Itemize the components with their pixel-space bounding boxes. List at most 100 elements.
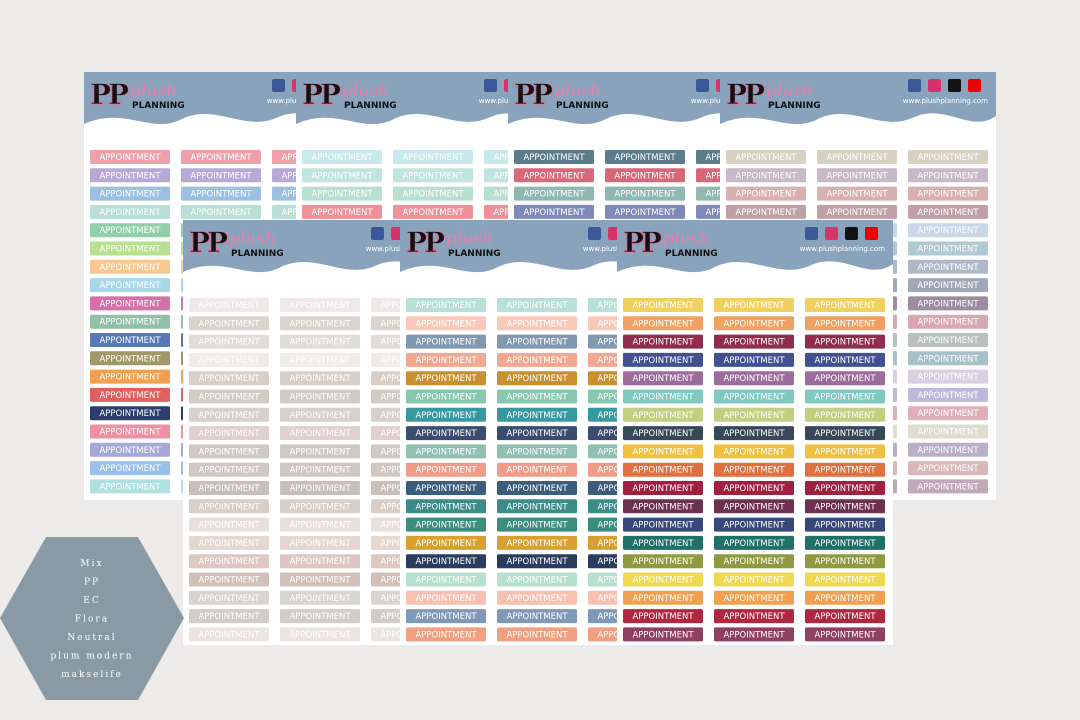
sticker-label: APPOINTMENT bbox=[723, 411, 785, 421]
logo-name: plush bbox=[229, 229, 276, 249]
sticker bbox=[714, 590, 794, 605]
sticker bbox=[714, 334, 794, 349]
sticker-label: APPOINTMENT bbox=[198, 447, 260, 457]
sticker-label: APPOINTMENT bbox=[632, 356, 694, 366]
logo-sub: PLANNING bbox=[665, 249, 718, 259]
sticker bbox=[805, 481, 885, 495]
sticker-label: APPOINTMENT bbox=[311, 190, 373, 200]
sticker-label: APPOINTMENT bbox=[506, 319, 568, 329]
sticker bbox=[302, 168, 382, 183]
sticker bbox=[90, 296, 170, 311]
sticker bbox=[714, 407, 794, 422]
sticker bbox=[805, 389, 885, 404]
sticker bbox=[805, 334, 885, 349]
sticker-label: APPOINTMENT bbox=[506, 630, 568, 640]
sticker-label: APPOINTMENT bbox=[506, 429, 568, 439]
social-icon bbox=[588, 227, 601, 240]
sticker-label: APPOINTMENT bbox=[632, 502, 694, 512]
sticker bbox=[623, 609, 703, 624]
logo-sub: PLANNING bbox=[344, 101, 397, 111]
sticker bbox=[90, 479, 170, 494]
sticker bbox=[908, 461, 988, 476]
sticker bbox=[817, 204, 897, 219]
sticker-label: APPOINTMENT bbox=[198, 502, 260, 512]
sticker-label: APPOINTMENT bbox=[198, 557, 260, 567]
sticker bbox=[406, 371, 486, 386]
sticker bbox=[714, 572, 794, 587]
sticker bbox=[805, 572, 885, 587]
sticker-label: APPOINTMENT bbox=[632, 319, 694, 329]
sticker-label: APPOINTMENT bbox=[289, 319, 351, 329]
sticker bbox=[908, 259, 988, 274]
sticker bbox=[805, 590, 885, 605]
sticker bbox=[623, 407, 703, 422]
sticker bbox=[189, 389, 269, 404]
sticker-label: APPOINTMENT bbox=[415, 484, 477, 494]
sticker-label: APPOINTMENT bbox=[99, 464, 161, 474]
sticker-label: APPOINTMENT bbox=[723, 521, 785, 531]
sticker bbox=[805, 609, 885, 624]
sticker-label: APPOINTMENT bbox=[506, 356, 568, 366]
sticker bbox=[90, 333, 170, 347]
social-icon bbox=[908, 79, 921, 92]
sticker bbox=[189, 444, 269, 459]
sticker bbox=[90, 406, 170, 421]
sticker bbox=[189, 499, 269, 514]
sticker-label: APPOINTMENT bbox=[632, 539, 694, 549]
sticker bbox=[406, 444, 486, 459]
sticker-label: APPOINTMENT bbox=[723, 393, 785, 403]
brand-url: www.plushplanning.com bbox=[800, 245, 885, 253]
sticker bbox=[406, 572, 486, 587]
logo-name: plush bbox=[446, 229, 493, 249]
sticker-label: APPOINTMENT bbox=[198, 429, 260, 439]
sticker bbox=[406, 499, 486, 514]
sticker bbox=[908, 387, 988, 402]
sticker-label: APPOINTMENT bbox=[99, 226, 161, 236]
sticker-label: APPOINTMENT bbox=[917, 409, 979, 419]
sticker-label: APPOINTMENT bbox=[917, 464, 979, 474]
sticker bbox=[514, 150, 594, 164]
sticker bbox=[189, 462, 269, 477]
social-icon bbox=[484, 79, 497, 92]
sticker bbox=[189, 627, 269, 642]
sticker-label: APPOINTMENT bbox=[198, 301, 260, 311]
sticker bbox=[514, 168, 594, 183]
sticker-label: APPOINTMENT bbox=[289, 502, 351, 512]
sticker bbox=[726, 186, 806, 201]
badge-line: Mix bbox=[80, 559, 103, 569]
sticker bbox=[406, 517, 486, 532]
logo-sub: PLANNING bbox=[556, 101, 609, 111]
brand-url: www.plushplanning.com bbox=[903, 97, 988, 105]
sticker-label: APPOINTMENT bbox=[632, 447, 694, 457]
sticker bbox=[280, 407, 360, 422]
sticker-label: APPOINTMENT bbox=[723, 447, 785, 457]
sticker bbox=[189, 334, 269, 349]
social-icon bbox=[805, 227, 818, 240]
sticker-label: APPOINTMENT bbox=[917, 354, 979, 364]
logo-sub: PLANNING bbox=[132, 101, 185, 111]
sticker bbox=[90, 168, 170, 183]
sticker bbox=[497, 554, 577, 569]
sheet-header bbox=[183, 220, 459, 273]
logo-name: plush bbox=[663, 229, 710, 249]
sticker-label: APPOINTMENT bbox=[917, 318, 979, 328]
logo-sub: PLANNING bbox=[448, 249, 501, 259]
sticker-label: APPOINTMENT bbox=[415, 612, 477, 622]
sticker bbox=[714, 316, 794, 331]
sticker bbox=[280, 517, 360, 532]
sticker bbox=[623, 371, 703, 386]
sticker bbox=[280, 316, 360, 331]
sticker-label: APPOINTMENT bbox=[289, 521, 351, 531]
sticker bbox=[908, 333, 988, 347]
sticker bbox=[805, 407, 885, 422]
sheet-header bbox=[84, 72, 360, 125]
sticker bbox=[817, 150, 897, 164]
sticker bbox=[406, 352, 486, 367]
sticker bbox=[189, 554, 269, 569]
sticker-label: APPOINTMENT bbox=[632, 429, 694, 439]
sticker bbox=[90, 278, 170, 293]
